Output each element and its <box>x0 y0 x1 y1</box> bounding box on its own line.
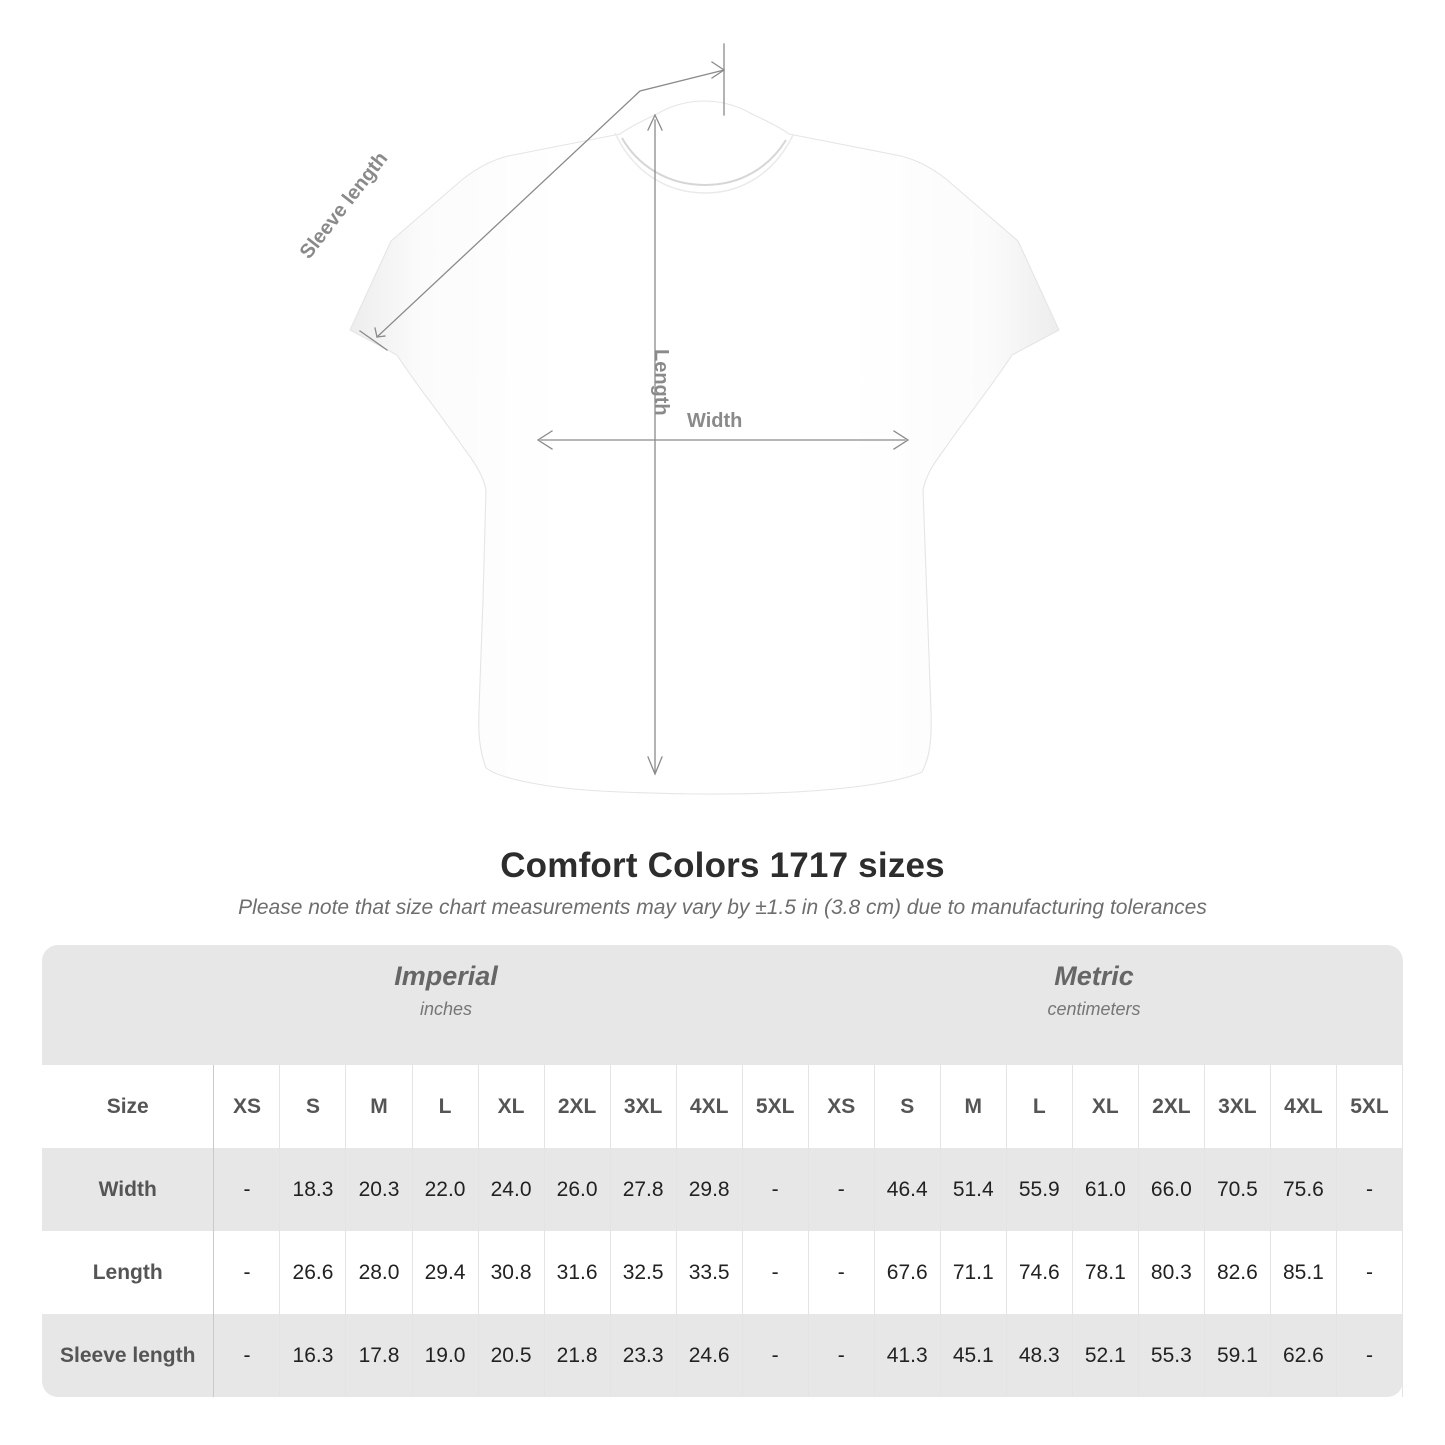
svg-text:Width: Width <box>687 410 742 432</box>
svg-text:Sleeve length: Sleeve length <box>296 148 393 263</box>
svg-text:Length: Length <box>650 349 672 416</box>
